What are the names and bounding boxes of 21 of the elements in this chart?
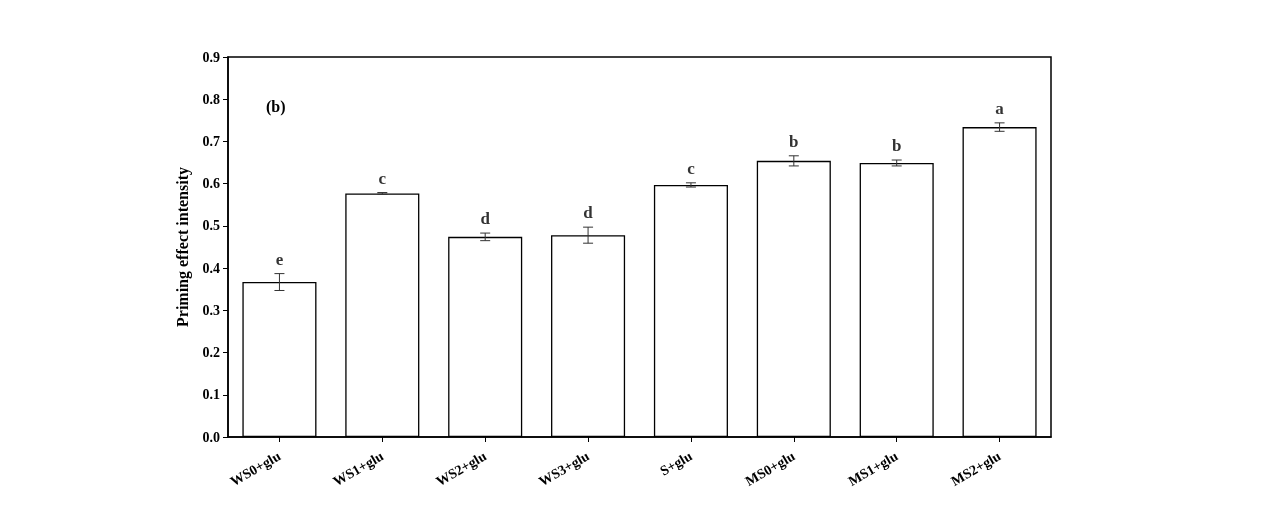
y-axis-title: Priming effect intensity — [173, 167, 192, 327]
annotation: a — [995, 98, 1005, 118]
y-tick-label: 0.7 — [202, 133, 220, 149]
annotation: b — [891, 136, 902, 156]
y-tick-label: 0.2 — [202, 345, 220, 361]
annotation: c — [687, 158, 696, 178]
annotation: d — [480, 209, 491, 229]
y-tick-label: 0.4 — [202, 260, 220, 276]
annotation: e — [275, 249, 284, 269]
y-tick-label: 0.3 — [202, 302, 220, 318]
y-tick-label: 0.8 — [202, 91, 220, 107]
y-tick-label: 0.9 — [202, 49, 220, 65]
annotation: (b) — [266, 97, 286, 116]
annotation: c — [378, 168, 387, 188]
y-tick-label: 0.0 — [202, 429, 220, 445]
annotation: d — [583, 203, 594, 223]
x-tick-label: S+glu — [657, 448, 695, 479]
y-tick-label: 0.6 — [202, 176, 220, 192]
y-tick-label: 0.1 — [202, 387, 220, 403]
annotation: b — [789, 131, 799, 151]
y-tick-label: 0.5 — [202, 218, 220, 234]
